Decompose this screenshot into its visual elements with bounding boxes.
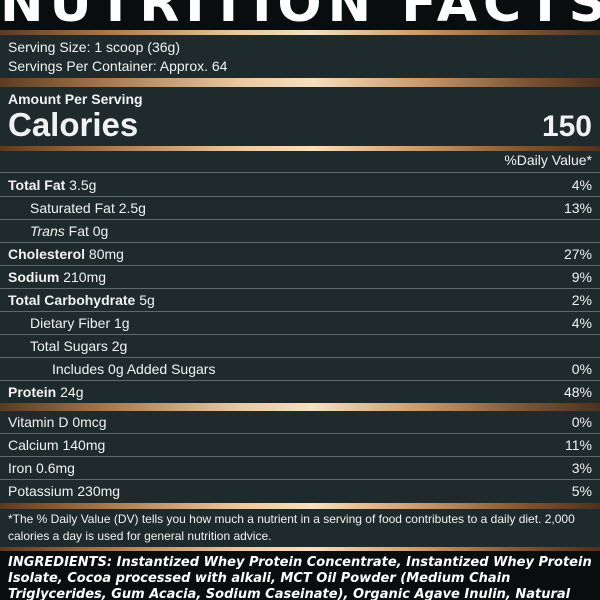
trans-amount: Fat 0g [64,223,109,239]
divider [0,288,600,289]
trans-label: Trans [30,223,65,239]
calories-value: 150 [541,110,592,143]
nutrient-amount: 80mg [85,246,124,262]
nutrient-amount: 3.5g [65,177,97,193]
gold-divider [0,146,600,151]
iron-dv: 3% [571,460,592,476]
total-fat-row: Total Fat 3.5g [8,176,96,194]
total-carb-dv: 2% [571,292,592,308]
divider [0,334,600,335]
daily-value-header: %Daily Value* [504,152,592,168]
sodium-row: Sodium 210mg [8,268,106,286]
gold-divider [0,30,600,35]
divider [0,380,600,381]
nutrient-name: Cholesterol [8,246,86,262]
nutrient-name: Total Fat [8,177,66,193]
divider [0,311,600,312]
daily-value-footnote: *The % Daily Value (DV) tells you how mu… [8,512,575,543]
vitamin-d: Vitamin D 0mcg [8,414,107,430]
nutrient-amount: 5g [135,292,155,308]
ingredients-panel: INGREDIENTS: Instantized Whey Protein Co… [0,551,600,600]
total-carb-row: Total Carbohydrate 5g [8,291,155,309]
trans-fat-row: Trans Fat 0g [30,222,108,240]
nutrient-name: Total Carbohydrate [8,292,136,308]
divider [0,479,600,480]
total-fat-dv: 4% [571,177,592,193]
gold-divider [0,547,600,551]
protein-dv: 48% [563,384,592,400]
iron: Iron 0.6mg [8,460,75,476]
divider [0,196,600,197]
amount-per-serving: Amount Per Serving [8,91,143,107]
title-bar: NUTRITION FACTS [0,0,600,30]
saturated-fat: Saturated Fat 2.5g [30,200,146,216]
divider [0,172,600,173]
vitamin-d-dv: 0% [571,414,592,430]
gold-divider [0,78,600,87]
gold-divider [0,403,600,411]
serving-size: Serving Size: 1 scoop (36g) [8,39,180,55]
nutrient-name: Protein [8,384,57,400]
added-sugars-dv: 0% [571,361,592,377]
protein-row: Protein 24g [8,383,83,401]
divider [0,242,600,243]
gold-divider [0,503,600,509]
cholesterol-dv: 27% [563,246,592,262]
potassium-dv: 5% [571,483,592,499]
ingredients-text: INGREDIENTS: Instantized Whey Protein Co… [8,555,592,600]
added-sugars: Includes 0g Added Sugars [52,361,216,377]
total-sugars: Total Sugars 2g [30,338,128,354]
nutrient-amount: 24g [56,384,84,400]
nutrient-name: Sodium [8,269,60,285]
cholesterol-row: Cholesterol 80mg [8,245,124,263]
dietary-fiber: Dietary Fiber 1g [30,315,130,331]
calcium-dv: 11% [565,437,592,453]
nutrient-amount: 210mg [59,269,107,285]
divider [0,433,600,434]
dietary-fiber-dv: 4% [571,315,592,331]
servings-per-container: Servings Per Container: Approx. 64 [8,58,228,74]
sodium-dv: 9% [571,269,592,285]
divider [0,357,600,358]
calories-label: Calories [8,106,139,143]
divider [0,456,600,457]
label-title: NUTRITION FACTS [0,0,600,30]
saturated-fat-dv: 13% [563,200,592,216]
potassium: Potassium 230mg [8,483,121,499]
divider [0,219,600,220]
calcium: Calcium 140mg [8,437,106,453]
divider [0,265,600,266]
